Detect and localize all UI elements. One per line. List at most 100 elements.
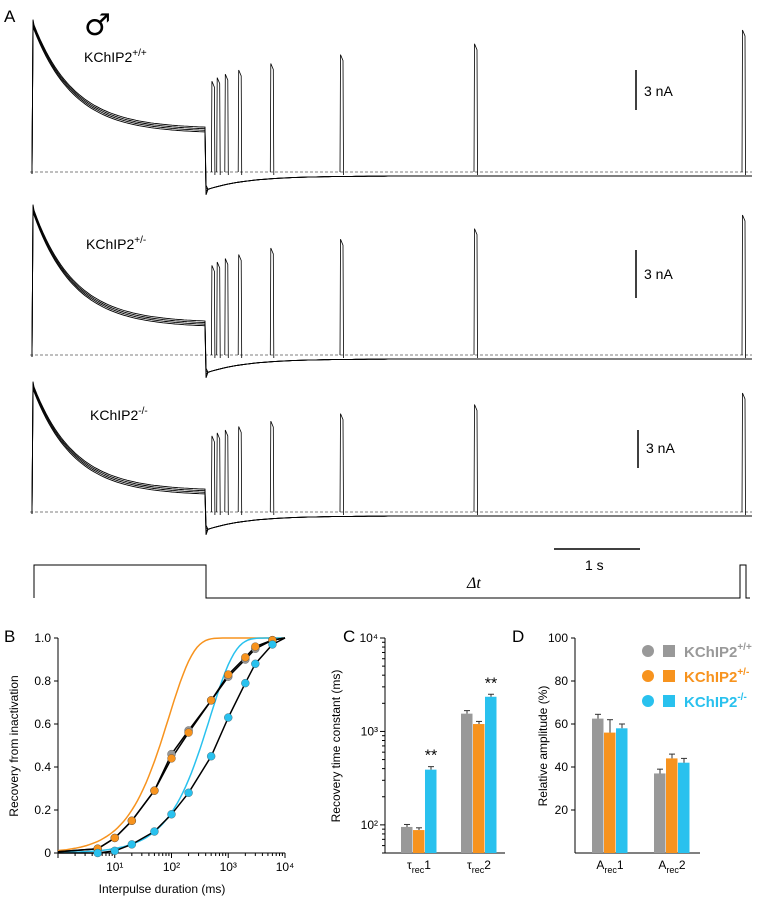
test-pulse-spike xyxy=(211,265,216,359)
fit-curve-het xyxy=(57,637,286,853)
test-pulse-spike xyxy=(741,214,746,359)
chart-d-ylabel: Relative amplitude (%) xyxy=(536,686,550,807)
legend-circle-wt xyxy=(642,645,654,657)
legend-circle-ko xyxy=(642,695,654,707)
data-point-het xyxy=(251,642,260,651)
data-point-het xyxy=(207,696,216,705)
male-symbol-icon: ♂ xyxy=(84,8,111,43)
chart-d-bar-ko xyxy=(616,728,628,853)
data-point-ko xyxy=(268,640,277,649)
chart-b-y-tick-label: 0.8 xyxy=(34,674,51,688)
chart-d-bar-wt xyxy=(592,718,604,853)
chart-c-significance: ** xyxy=(485,675,497,692)
test-pulse-spike xyxy=(224,73,229,176)
chart-d-bar-ko xyxy=(678,762,690,853)
chart-b-x-tick-label: 10³ xyxy=(220,860,237,874)
trace-label-wt: KChIP2+/+ xyxy=(84,48,147,65)
chart-recovery-curve: 0 0.2 0.4 0.6 0.8 1.0 10¹ 10² 10³ 10⁴ xyxy=(34,631,294,874)
chart-c-y-tick-label: 10⁴ xyxy=(359,631,378,645)
scale-label-ko: 3 nA xyxy=(646,440,675,456)
panel-label-b: B xyxy=(4,627,15,646)
test-pulse-spike xyxy=(339,413,344,516)
current-trace xyxy=(31,381,752,530)
chart-c-category-label: τrec1 xyxy=(407,858,431,875)
test-pulse-spike xyxy=(269,63,275,176)
chart-b-y-tick-label: 0.4 xyxy=(34,760,51,774)
fit-curve-single-ko xyxy=(57,637,285,854)
fit-curve-single-het xyxy=(57,637,285,852)
test-pulse-spike xyxy=(216,432,221,516)
current-trace xyxy=(31,21,752,190)
test-pulse-spike xyxy=(339,239,344,359)
data-point-ko xyxy=(150,827,159,836)
data-point-ko xyxy=(93,848,102,858)
fit-curve-ko xyxy=(58,637,286,854)
data-point-het xyxy=(224,670,233,679)
chart-d-y-tick-label: 80 xyxy=(555,674,569,688)
legend-circle-het xyxy=(642,670,654,682)
chart-c-y-tick-label: 10² xyxy=(361,818,378,832)
test-pulse-spike xyxy=(473,43,478,176)
data-point-het xyxy=(184,728,193,737)
time-scale-label: 1 s xyxy=(585,557,604,573)
chart-d-category-label: Arec2 xyxy=(658,858,686,875)
data-point-ko xyxy=(207,752,216,761)
test-pulse-spike xyxy=(211,435,216,516)
test-pulse-spike xyxy=(237,254,243,359)
current-trace xyxy=(31,204,752,373)
legend-square-wt xyxy=(663,645,675,657)
chart-b-x-tick-label: 10⁴ xyxy=(276,860,295,874)
trace-label-ko: KChIP2-/- xyxy=(90,406,148,423)
test-pulse-spike xyxy=(224,429,229,516)
chart-d-y-tick-label: 60 xyxy=(555,717,569,731)
chart-c-y-tick-label: 10³ xyxy=(361,724,378,738)
chart-d-bar-wt xyxy=(654,773,666,853)
test-pulse-spike xyxy=(269,247,275,359)
data-point-ko xyxy=(127,840,136,849)
current-trace xyxy=(31,19,752,190)
current-trace xyxy=(31,24,752,195)
data-point-ko xyxy=(251,659,260,668)
data-point-ko xyxy=(241,679,250,688)
data-point-het xyxy=(241,653,250,662)
chart-c-significance: ** xyxy=(425,748,437,765)
chart-c-bar-het xyxy=(413,830,425,853)
test-pulse-spike xyxy=(269,420,275,516)
scale-label-wt: 3 nA xyxy=(644,83,673,99)
legend-label-ko: KChIP2-/- xyxy=(684,692,747,711)
chart-d-category-label: Arec1 xyxy=(596,858,624,875)
test-pulse-spike xyxy=(216,261,221,359)
panel-label-c: C xyxy=(343,627,355,646)
chart-relative-amplitude: 20 40 60 80 100 Arec1 Arec2 xyxy=(548,631,700,875)
scale-label-het: 3 nA xyxy=(644,266,673,282)
test-pulse-spike xyxy=(741,29,746,176)
trace-label-het: KChIP2+/- xyxy=(86,235,146,252)
chart-time-constants: 10² 10³ 10⁴ τrec1 ** τrec2 ** xyxy=(359,631,505,875)
chart-b-y-tick-label: 0 xyxy=(44,846,51,860)
data-point-ko xyxy=(167,810,176,819)
chart-d-y-tick-label: 20 xyxy=(555,803,569,817)
chart-b-xlabel: Interpulse duration (ms) xyxy=(99,882,226,896)
chart-c-bar-het xyxy=(473,724,485,853)
chart-c-category-label: τrec2 xyxy=(467,858,491,875)
chart-c-bar-ko xyxy=(425,769,437,853)
chart-d-bar-het xyxy=(604,732,616,853)
test-pulse-spike xyxy=(473,404,478,516)
test-pulse-spike xyxy=(237,426,243,516)
chart-d-y-tick-label: 100 xyxy=(548,631,568,645)
panel-label-a: A xyxy=(4,7,16,26)
data-point-het xyxy=(127,816,136,825)
data-point-het xyxy=(167,754,176,763)
legend-label-het: KChIP2+/- xyxy=(684,667,749,686)
current-trace xyxy=(31,207,752,376)
current-trace xyxy=(31,386,752,535)
current-trace xyxy=(31,209,752,378)
chart-b-x-tick-label: 10¹ xyxy=(106,860,123,874)
test-pulse-spike xyxy=(473,228,478,359)
fit-curve-wt xyxy=(57,637,286,853)
test-pulse-spike xyxy=(339,54,344,176)
chart-c-bar-wt xyxy=(461,713,473,853)
legend-square-het xyxy=(663,670,675,682)
chart-d-y-tick-label: 40 xyxy=(555,760,569,774)
